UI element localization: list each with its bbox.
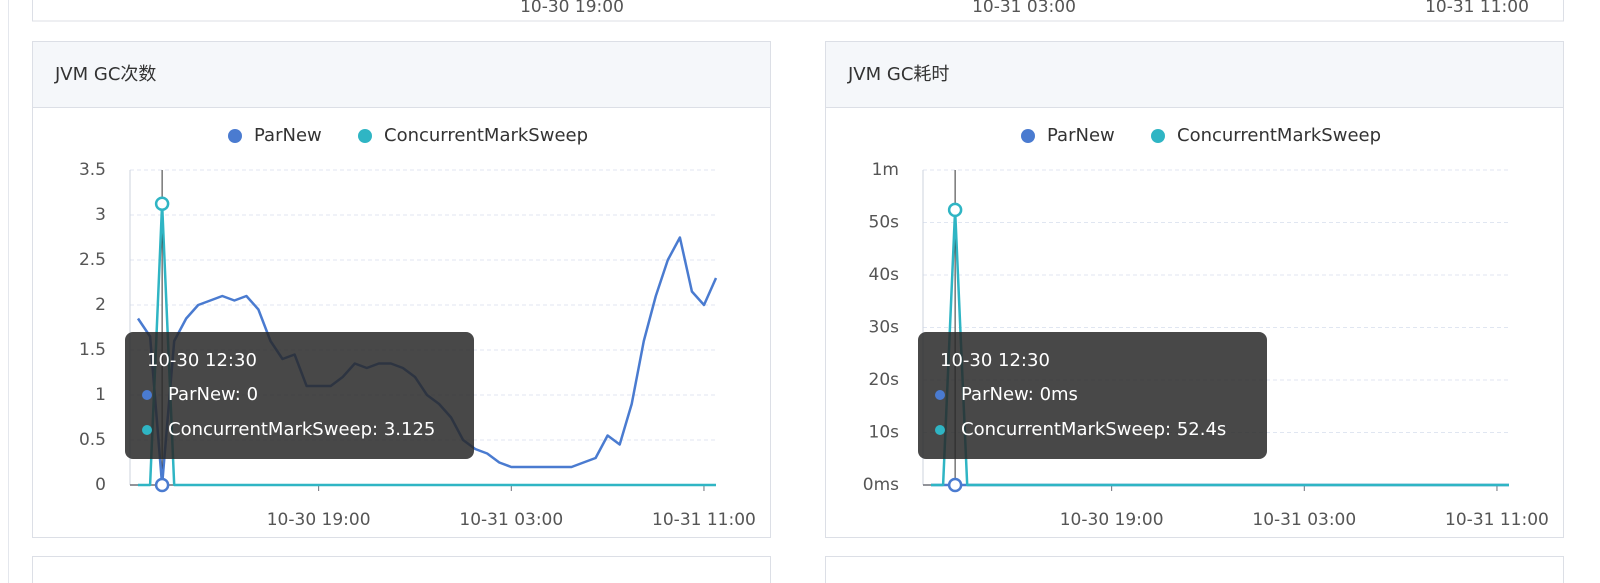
y-tick-label: 3 [95,205,106,225]
panel [825,41,1564,538]
y-tick-label: 10s [869,423,900,443]
bottom-panel [32,556,771,583]
tooltip-separator: : [1165,419,1177,440]
panel [32,41,771,538]
x-tick-label: 10-31 03:00 [972,0,1076,17]
y-tick-label: 30s [869,318,900,338]
x-tick-label: 10-31 03:00 [459,510,563,530]
legend-label: ConcurrentMarkSweep [1177,125,1381,146]
y-tick-label: 0ms [863,475,899,495]
tooltip-value: 3.125 [384,419,436,440]
y-tick-label: 0 [95,475,106,495]
tooltip-separator: : [1028,384,1040,405]
panel-title: JVM GC耗时 [847,64,949,85]
legend-label: ParNew [1047,125,1115,146]
y-tick-label: 20s [869,370,900,390]
tooltip-marker [142,425,152,435]
top-panel [32,0,1564,22]
tooltip-box [125,332,474,459]
tooltip-separator: : [372,419,384,440]
tooltip-title: 10-30 12:30 [147,350,257,371]
tooltip: 10-30 12:30 ParNew: 0 ConcurrentMarkSweep:… [125,332,474,459]
series-line [931,208,1509,487]
x-tick-label: 10-31 11:00 [652,510,756,530]
tooltip-name: ParNew: 0ms [961,384,1078,405]
tooltip-name: ConcurrentMarkSweep: 52.4s [961,419,1226,440]
x-tick-label: 10-31 03:00 [1252,510,1356,530]
tooltip-box [918,332,1267,459]
y-tick-label: 2 [95,295,106,315]
tooltip-series-name: ConcurrentMarkSweep [168,419,372,440]
x-tick-label: 10-30 19:00 [1060,510,1164,530]
tooltip-series-name: ParNew [168,384,235,405]
x-tick-label: 10-30 19:00 [520,0,624,17]
legend-label: ParNew [254,125,322,146]
x-tick-label: 10-31 11:00 [1425,0,1529,17]
tooltip-marker [142,390,152,400]
hover-point [154,196,170,211]
x-tick-label: 10-30 19:00 [267,510,371,530]
tooltip-name: ParNew: 0 [168,384,258,405]
hover-point [947,202,963,218]
y-tick-label: 0.5 [79,430,106,450]
tooltip-series-name: ParNew [961,384,1028,405]
bottom-panel [825,556,1564,583]
y-tick-label: 1m [872,160,899,180]
y-tick-label: 1 [95,385,106,405]
x-tick-label: 10-31 11:00 [1445,510,1549,530]
y-tick-label: 3.5 [79,160,106,180]
panel-title: JVM GC次数 [54,64,156,85]
legend-marker [1021,129,1035,143]
panel-header [33,42,770,107]
series-line [138,202,716,487]
y-tick-label: 1.5 [79,340,106,360]
hover-point [947,477,963,493]
tooltip-title: 10-30 12:30 [940,350,1050,371]
panel-header [826,42,1563,107]
legend-label: ConcurrentMarkSweep [384,125,588,146]
tooltip-separator: : [235,384,247,405]
y-tick-label: 50s [869,213,900,233]
tooltip-series-name: ConcurrentMarkSweep [961,419,1165,440]
tooltip-name: ConcurrentMarkSweep: 3.125 [168,419,435,440]
legend-marker [228,129,242,143]
tooltip-value: 52.4s [1177,419,1226,440]
legend-marker [358,129,372,143]
y-tick-label: 40s [869,265,900,285]
tooltip-value: 0 [247,384,258,405]
tooltip-marker [935,425,945,435]
tooltip-marker [935,390,945,400]
tooltip: 10-30 12:30 ParNew: 0ms ConcurrentMarkSwee… [918,332,1267,459]
tooltip-value: 0ms [1040,384,1078,405]
y-tick-label: 2.5 [79,250,106,270]
hover-point [154,477,170,493]
legend-marker [1151,129,1165,143]
